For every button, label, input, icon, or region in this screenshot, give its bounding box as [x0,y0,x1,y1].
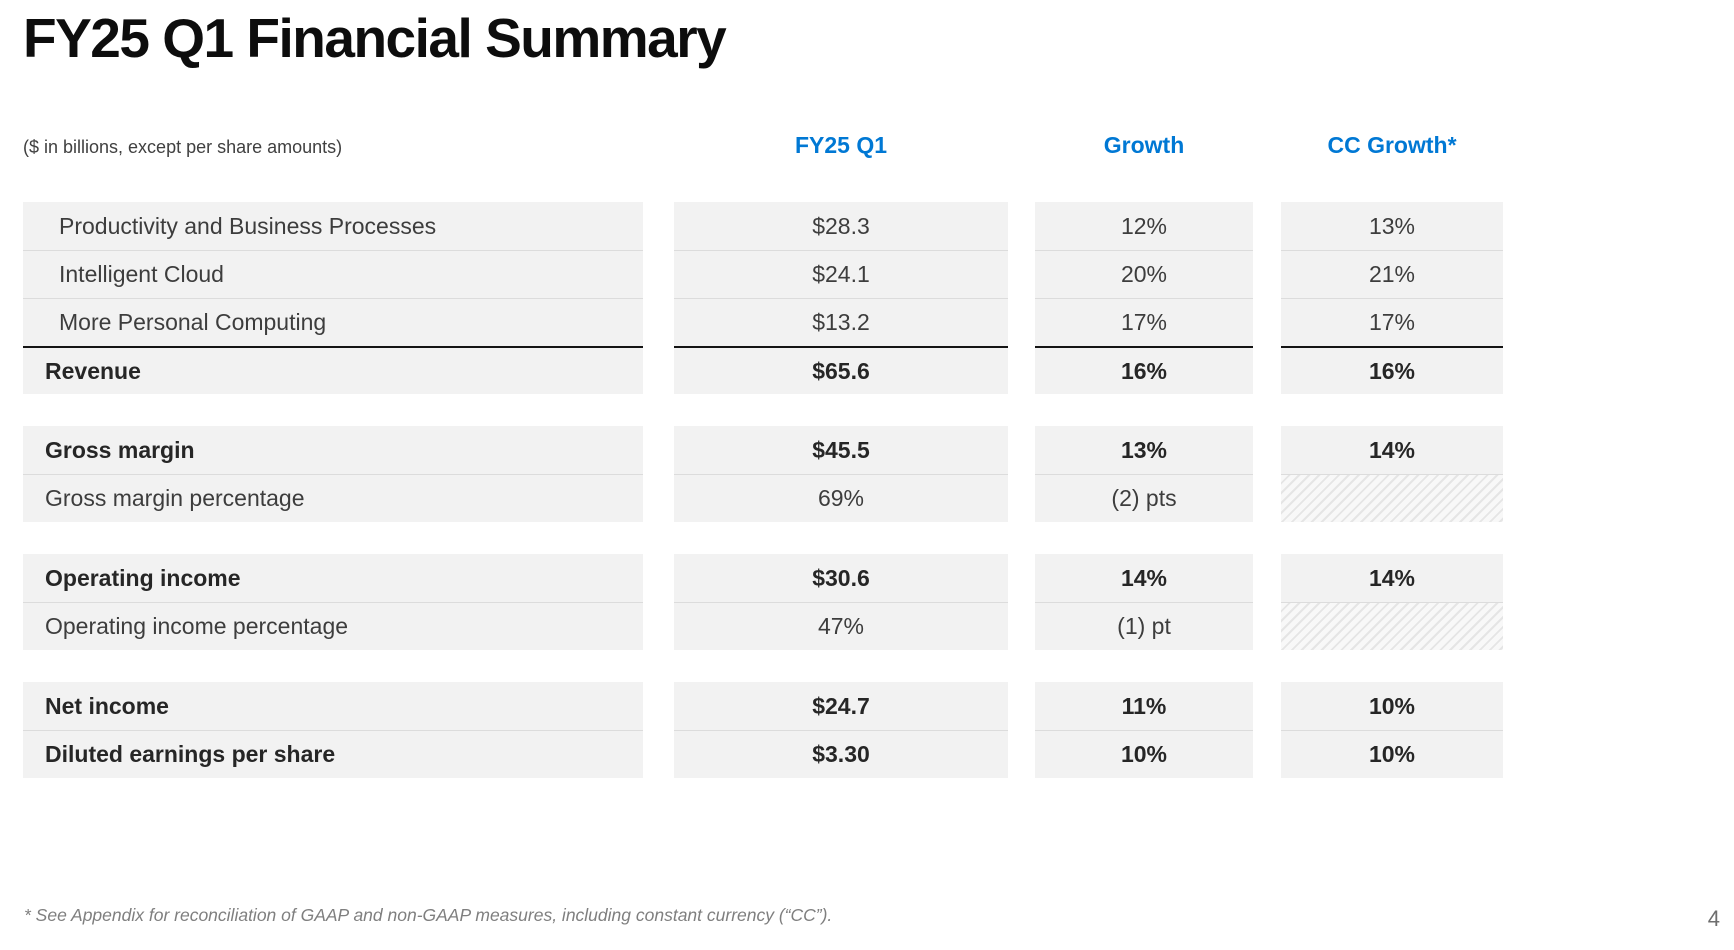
cell-fy25-q1: $3.30 [674,730,1008,778]
cell-growth: 14% [1035,554,1253,602]
cell-growth: (2) pts [1035,474,1253,522]
row-group: Productivity and Business Processes $28.3… [23,202,1503,394]
table-row: Operating income $30.6 14% 14% [23,554,1503,602]
cell-cc-growth: 13% [1281,202,1503,250]
row-label: Revenue [23,346,643,394]
cell-fy25-q1: $13.2 [674,298,1008,346]
cell-growth: 20% [1035,250,1253,298]
row-label: Gross margin percentage [23,474,643,522]
column-header-fy25-q1: FY25 Q1 [794,132,888,158]
table-row: Intelligent Cloud $24.1 20% 21% [23,250,1503,298]
footnote: * See Appendix for reconciliation of GAA… [24,905,833,925]
table-row: Productivity and Business Processes $28.3… [23,202,1503,250]
row-label: Operating income [23,554,643,602]
cell-fy25-q1: $24.1 [674,250,1008,298]
cell-cc-growth: 14% [1281,426,1503,474]
cell-fy25-q1: 47% [674,602,1008,650]
page-number: 4 [1707,906,1720,931]
cell-growth: 11% [1035,682,1253,730]
cell-growth: 16% [1035,346,1253,394]
cell-cc-growth: 14% [1281,554,1503,602]
cell-fy25-q1: 69% [674,474,1008,522]
table-header-row: ($ in billions, except per share amounts… [23,132,1503,178]
cell-fy25-q1: $30.6 [674,554,1008,602]
row-label: Intelligent Cloud [23,250,643,298]
units-note: ($ in billions, except per share amounts… [23,137,343,157]
row-label: Gross margin [23,426,643,474]
table-row: More Personal Computing $13.2 17% 17% [23,298,1503,346]
column-header-growth: Growth [1103,132,1185,158]
cell-fy25-q1: $65.6 [674,346,1008,394]
table-row: Diluted earnings per share $3.30 10% 10% [23,730,1503,778]
cell-cc-growth: 17% [1281,298,1503,346]
row-label: Net income [23,682,643,730]
cell-cc-growth: 16% [1281,346,1503,394]
table-row: Revenue $65.6 16% 16% [23,346,1503,394]
cell-cc-growth: 10% [1281,682,1503,730]
cell-cc-growth: 21% [1281,250,1503,298]
cell-cc-growth-hatched [1281,602,1503,650]
table-row: Gross margin percentage 69% (2) pts [23,474,1503,522]
table-row: Gross margin $45.5 13% 14% [23,426,1503,474]
cell-fy25-q1: $28.3 [674,202,1008,250]
financial-table: Productivity and Business Processes $28.3… [23,202,1503,810]
table-row: Operating income percentage 47% (1) pt [23,602,1503,650]
row-label: Diluted earnings per share [23,730,643,778]
page-title: FY25 Q1 Financial Summary [23,7,727,69]
row-group: Gross margin $45.5 13% 14% Gross margin perc… [23,426,1503,522]
row-label: Operating income percentage [23,602,643,650]
cell-growth: 17% [1035,298,1253,346]
cell-growth: 12% [1035,202,1253,250]
cell-fy25-q1: $24.7 [674,682,1008,730]
cell-growth: 13% [1035,426,1253,474]
row-label: Productivity and Business Processes [23,202,643,250]
cell-growth: 10% [1035,730,1253,778]
cell-cc-growth-hatched [1281,474,1503,522]
row-label: More Personal Computing [23,298,643,346]
cell-fy25-q1: $45.5 [674,426,1008,474]
row-group: Net income $24.7 11% 10% Diluted earnings pe… [23,682,1503,778]
table-row: Net income $24.7 11% 10% [23,682,1503,730]
cell-cc-growth: 10% [1281,730,1503,778]
row-group: Operating income $30.6 14% 14% Operating inc… [23,554,1503,650]
cell-growth: (1) pt [1035,602,1253,650]
column-header-cc-growth: CC Growth* [1327,132,1457,158]
